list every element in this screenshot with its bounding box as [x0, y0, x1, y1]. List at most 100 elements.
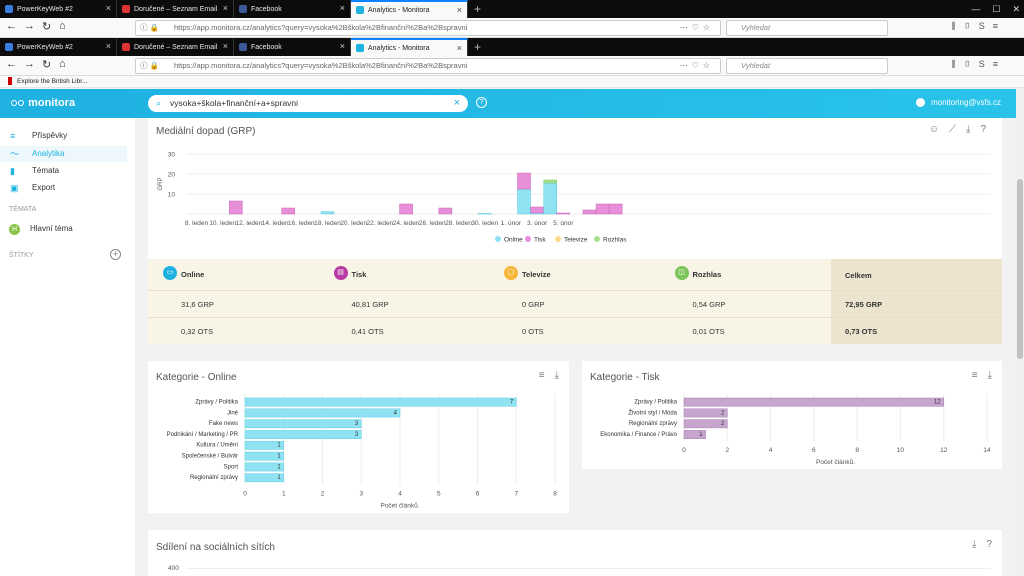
home-icon[interactable]: ⌂ — [59, 20, 66, 32]
x-tick-label: 8 — [553, 490, 557, 497]
search-input[interactable]: Vyhledat — [726, 58, 888, 74]
help-icon[interactable]: ? — [980, 124, 996, 135]
category-bar — [683, 408, 728, 418]
category-label: Kultura / Umění — [196, 443, 238, 449]
tab-seznam[interactable]: Doručené – Seznam Email × — [117, 38, 234, 56]
bar-tisk — [229, 200, 243, 215]
tab-label: Doručené – Seznam Email — [134, 43, 218, 51]
smiley-icon[interactable]: ☺ — [928, 124, 950, 135]
category-bar — [244, 408, 401, 418]
maximize-icon[interactable]: ☐ — [992, 4, 1001, 14]
x-tick-label: 4 — [398, 490, 402, 497]
grp-online: 31,6 GRP — [181, 300, 214, 309]
close-tab-icon[interactable]: × — [339, 3, 345, 13]
x-tick-label: 6 — [476, 490, 480, 497]
minimize-icon[interactable]: — — [971, 4, 981, 14]
bar-value-label: 1 — [277, 475, 281, 481]
impact-chart: 10 20 30 GRP 8. leden 10. leden 12. leden 14. l… — [158, 152, 991, 244]
search-icon: ⌕ — [156, 98, 162, 108]
back-icon[interactable]: ← — [6, 58, 17, 70]
bar-tisk — [517, 172, 531, 190]
x-tick-label: 12 — [940, 447, 948, 454]
close-window-icon[interactable]: ✕ — [1012, 4, 1020, 14]
user-menu[interactable]: monitoring@vsfs.cz — [916, 98, 1001, 108]
x-tick-label: 2 — [321, 490, 325, 497]
reload-icon[interactable]: ↻ — [42, 21, 52, 33]
back-icon[interactable]: ← — [6, 20, 17, 32]
x-tick-label: 8 — [855, 447, 859, 454]
close-tab-icon[interactable]: × — [456, 5, 462, 15]
reload-icon[interactable]: ↻ — [42, 59, 52, 71]
query-search-input[interactable]: ⌕ vysoka+škola+finanční+a+spravni × — [148, 95, 468, 112]
url-bar[interactable]: ⓘ 🔒 https://app.monitora.cz/analytics?que… — [135, 58, 721, 74]
sidebar-item-temata[interactable]: ▮ Témata — [0, 163, 127, 179]
tab-powerkeyweb[interactable]: PowerKeyWeb #2 × — [0, 38, 117, 56]
bar-value-label: 1 — [277, 464, 281, 470]
close-tab-icon[interactable]: × — [339, 41, 345, 51]
page-actions-icon[interactable]: ⋯♡☆ — [679, 61, 714, 70]
tab-analytics[interactable]: Analytics - Monitora × — [351, 0, 468, 18]
tab-seznam[interactable]: Doručené – Seznam Email × — [117, 0, 234, 18]
total-label: Celkem — [845, 271, 872, 280]
new-tab-icon[interactable]: + — [474, 2, 482, 16]
social-title: Sdílení na sociálních sítích — [156, 542, 275, 553]
monitora-icon — [356, 44, 364, 52]
channel-label: Rozhlas — [692, 270, 722, 279]
forward-icon[interactable]: → — [24, 20, 35, 32]
toolbar-icons[interactable]: ⫼▯S≡ — [951, 59, 1006, 69]
category-online-card: Kategorie - Online ≡⤓ 0 1 2 3 4 5 6 7 8 Zprávy / … — [148, 361, 569, 513]
home-icon[interactable]: ⌂ — [59, 58, 66, 70]
x-tick-label: 12. leden — [236, 220, 263, 227]
category-tisk-card: Kategorie - Tisk ≡⤓ 0 2 4 6 8 10 12 14 Zprávy / … — [582, 361, 1002, 469]
close-tab-icon[interactable]: × — [105, 3, 111, 13]
sidebar-item-analytika[interactable]: 〜 Analytika — [0, 146, 127, 162]
tab-facebook[interactable]: Facebook × — [234, 0, 351, 18]
tab-facebook[interactable]: Facebook × — [234, 38, 351, 56]
download-icon[interactable]: ⤓ — [972, 539, 987, 550]
trend-icon: 〜 — [10, 149, 20, 159]
tab-powerkeyweb[interactable]: PowerKeyWeb #2 × — [0, 0, 117, 18]
help-icon[interactable]: ? — [986, 539, 1002, 550]
sidebar-item-label: Export — [32, 183, 56, 192]
clear-icon[interactable]: × — [453, 97, 460, 109]
sort-icon[interactable]: ≡ — [538, 370, 555, 381]
topic-item-main[interactable]: H Hlavní téma — [9, 224, 73, 235]
close-tab-icon[interactable]: × — [222, 41, 228, 51]
bookmark-link[interactable]: Explore the British Libr... — [17, 78, 88, 85]
user-avatar-icon — [916, 98, 926, 108]
search-input[interactable]: Vyhledat — [726, 20, 888, 36]
y-axis-label: GRP — [158, 177, 164, 190]
url-bar[interactable]: ⓘ 🔒 https://app.monitora.cz/analytics?que… — [135, 20, 721, 36]
toolbar-icons[interactable]: ⫼▯S≡ — [951, 21, 1006, 31]
sidebar-item-export[interactable]: ▣ Export — [0, 180, 127, 196]
sort-icon[interactable]: ≡ — [971, 370, 988, 381]
ots-televize: 0 OTS — [522, 327, 544, 336]
category-bar — [244, 440, 284, 450]
new-tab-icon[interactable]: + — [474, 40, 482, 54]
download-icon[interactable]: ⤓ — [987, 370, 1002, 381]
monitora-logo[interactable]: monitora — [11, 97, 75, 109]
bar-tisk — [399, 203, 413, 215]
tab-analytics[interactable]: Analytics - Monitora × — [351, 38, 468, 56]
category-label: Zprávy / Politika — [634, 400, 677, 406]
download-icon[interactable]: ⤓ — [554, 370, 569, 381]
x-tick-label: 14. leden — [262, 220, 289, 227]
help-icon[interactable]: ? — [476, 97, 487, 108]
close-tab-icon[interactable]: × — [456, 43, 462, 53]
legend-label: Tisk — [534, 237, 546, 244]
trend-icon[interactable]: ⟋ — [949, 124, 967, 135]
download-icon[interactable]: ⤓ — [966, 124, 981, 135]
close-tab-icon[interactable]: × — [222, 3, 228, 13]
scrollbar-thumb[interactable] — [1017, 179, 1023, 359]
list-icon: ≡ — [10, 131, 16, 141]
forward-icon[interactable]: → — [24, 58, 35, 70]
total-column — [831, 259, 1002, 344]
page-scrollbar[interactable] — [1016, 89, 1024, 576]
page-actions-icon[interactable]: ⋯♡☆ — [679, 23, 714, 32]
add-tag-icon[interactable]: + — [110, 249, 121, 260]
sidebar-item-prispevky[interactable]: ≡ Příspěvky — [0, 128, 127, 144]
close-tab-icon[interactable]: × — [105, 41, 111, 51]
bar-tisk — [281, 207, 295, 215]
bar-value-label: 1 — [277, 454, 281, 460]
y-tick-label: 30 — [168, 152, 176, 159]
